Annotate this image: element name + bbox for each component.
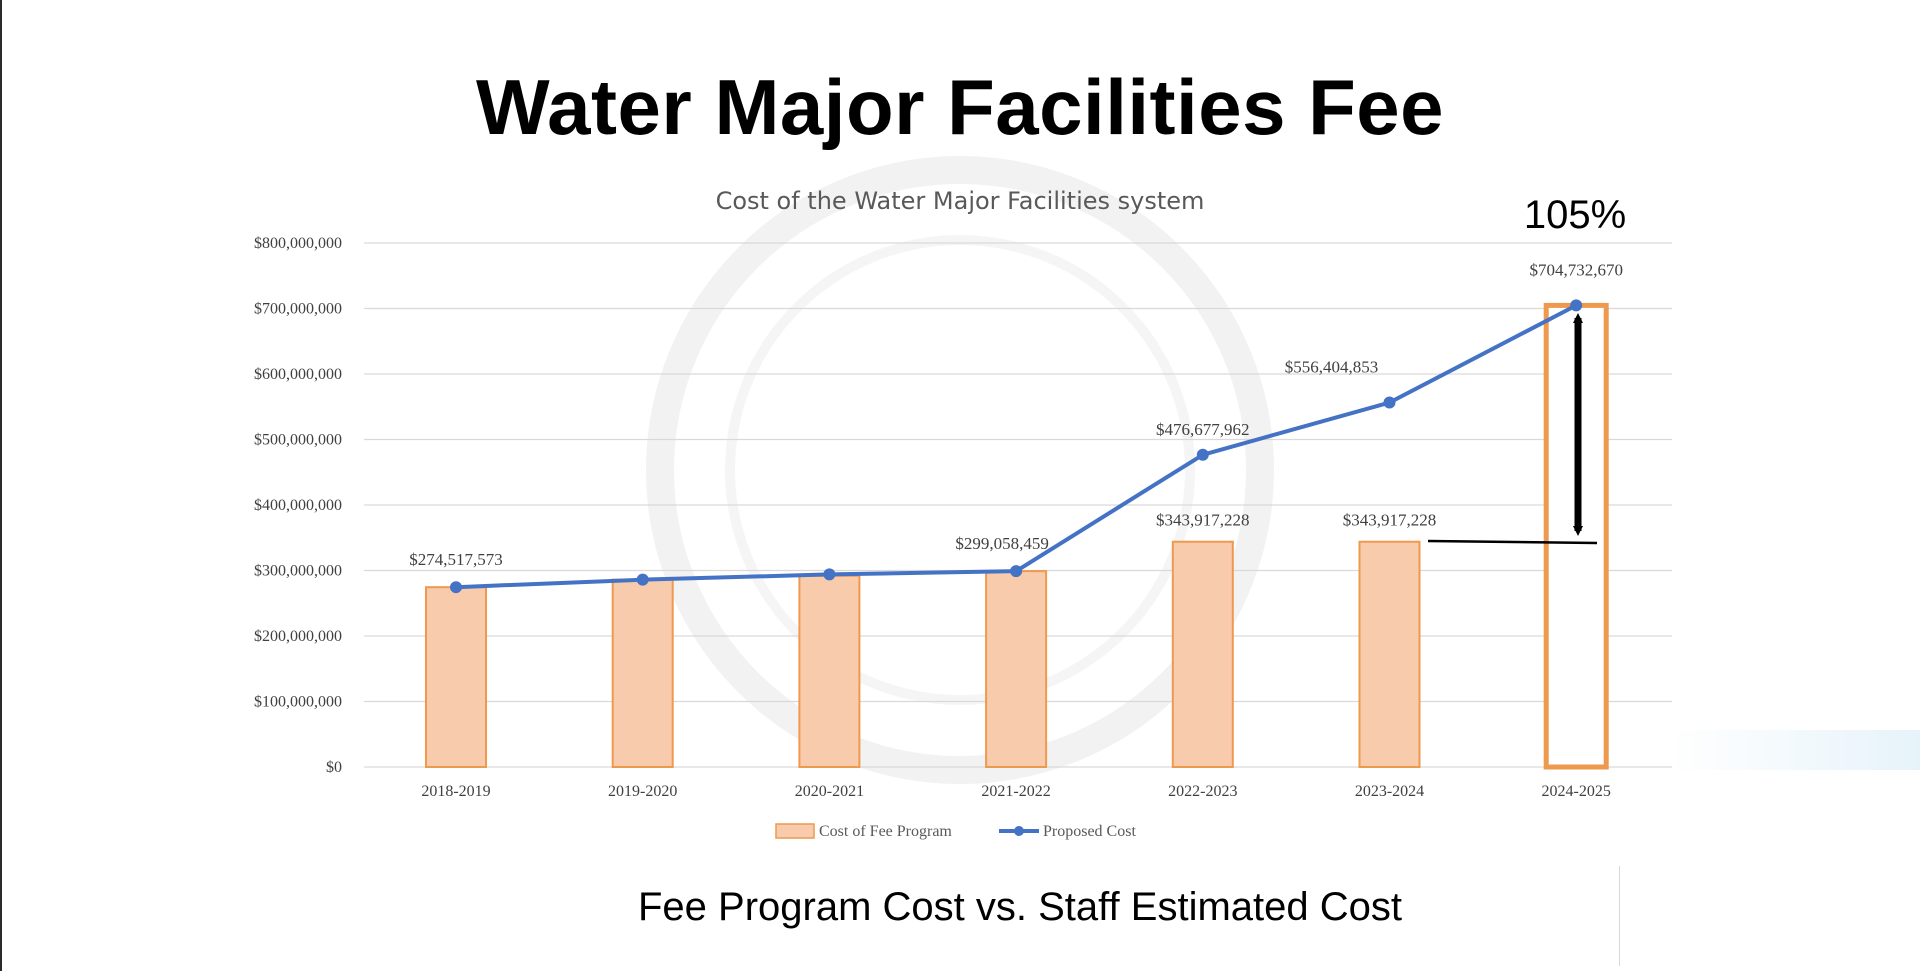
proposed-cost-line xyxy=(450,299,1583,594)
bar-2020-2021 xyxy=(798,574,861,768)
bar-2018-2019 xyxy=(425,586,487,768)
data-labels: $274,517,573 $299,058,459 $476,677,962 $556… xyxy=(409,260,1623,569)
y-tick-label: $100,000,000 xyxy=(254,694,342,711)
bar-2019-2020 xyxy=(611,578,674,768)
left-window-edge xyxy=(0,0,2,971)
x-tick-label: 2020-2021 xyxy=(795,783,864,800)
reference-line xyxy=(1427,539,1598,545)
x-tick-label: 2024-2025 xyxy=(1542,783,1611,800)
point-2024-2025 xyxy=(1570,299,1583,312)
y-tick-label: $400,000,000 xyxy=(254,497,342,514)
line-data-label: $556,404,853 xyxy=(1285,358,1379,377)
legend: Cost of Fee Program Proposed Cost xyxy=(775,823,1136,840)
background-fade xyxy=(1670,730,1920,770)
watermark-seal xyxy=(646,156,1274,784)
y-tick-label: $300,000,000 xyxy=(254,563,342,580)
point-2023-2024 xyxy=(1383,396,1396,409)
line-data-label: $476,677,962 xyxy=(1156,420,1250,439)
x-tick-label: 2018-2019 xyxy=(421,783,490,800)
x-axis-tick-labels: 2018-2019 2019-2020 2020-2021 2021-2022 2022… xyxy=(421,783,1611,800)
bar-data-label: $343,917,228 xyxy=(1343,511,1437,530)
bar-2021-2022 xyxy=(985,570,1048,768)
point-2018-2019 xyxy=(450,581,462,594)
watermark-seal-inner xyxy=(725,235,1195,705)
slide-title: Water Major Facilities Fee xyxy=(475,63,1445,151)
line-data-label: $274,517,573 xyxy=(409,550,503,569)
point-2019-2020 xyxy=(636,573,649,586)
legend-label-fee-program: Cost of Fee Program xyxy=(819,823,952,840)
bar-2022-2023 xyxy=(1171,540,1234,768)
legend-swatch-bar xyxy=(775,823,815,839)
chart-title: Cost of the Water Major Facilities syste… xyxy=(716,187,1205,215)
divider-line xyxy=(1619,866,1620,966)
bar-2023-2024 xyxy=(1358,540,1421,768)
percent-increase-label: 105% xyxy=(1524,193,1626,237)
point-2020-2021 xyxy=(823,568,836,581)
y-tick-label: $600,000,000 xyxy=(254,366,342,383)
y-tick-label: $700,000,000 xyxy=(254,301,342,318)
bar-data-label: $343,917,228 xyxy=(1156,511,1250,530)
legend-swatch-marker xyxy=(1014,826,1024,836)
point-2022-2023 xyxy=(1196,448,1209,461)
line-data-label: $299,058,459 xyxy=(955,534,1049,553)
x-tick-label: 2022-2023 xyxy=(1168,783,1237,800)
x-tick-label: 2019-2020 xyxy=(608,783,677,800)
y-tick-label: $800,000,000 xyxy=(254,235,342,252)
y-tick-label: $0 xyxy=(326,759,342,776)
y-tick-label: $500,000,000 xyxy=(254,432,342,449)
point-2021-2022 xyxy=(1010,565,1023,578)
y-tick-label: $200,000,000 xyxy=(254,628,342,645)
y-axis-tick-labels: $0 $100,000,000 $200,000,000 $300,000,000 $4… xyxy=(254,235,342,776)
x-tick-label: 2023-2024 xyxy=(1355,783,1424,800)
legend-label-proposed-cost: Proposed Cost xyxy=(1043,823,1136,840)
x-tick-label: 2021-2022 xyxy=(981,783,1050,800)
line-data-label: $704,732,670 xyxy=(1529,260,1623,279)
slide-caption: Fee Program Cost vs. Staff Estimated Cos… xyxy=(638,885,1402,929)
